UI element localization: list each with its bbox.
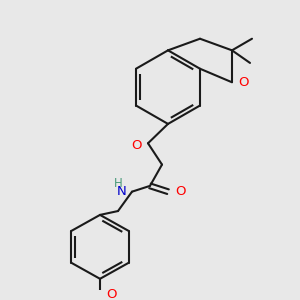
Text: O: O bbox=[175, 185, 185, 198]
Text: H: H bbox=[114, 177, 122, 190]
Text: O: O bbox=[106, 288, 116, 300]
Text: N: N bbox=[116, 185, 126, 198]
Text: O: O bbox=[238, 76, 248, 89]
Text: O: O bbox=[131, 139, 142, 152]
